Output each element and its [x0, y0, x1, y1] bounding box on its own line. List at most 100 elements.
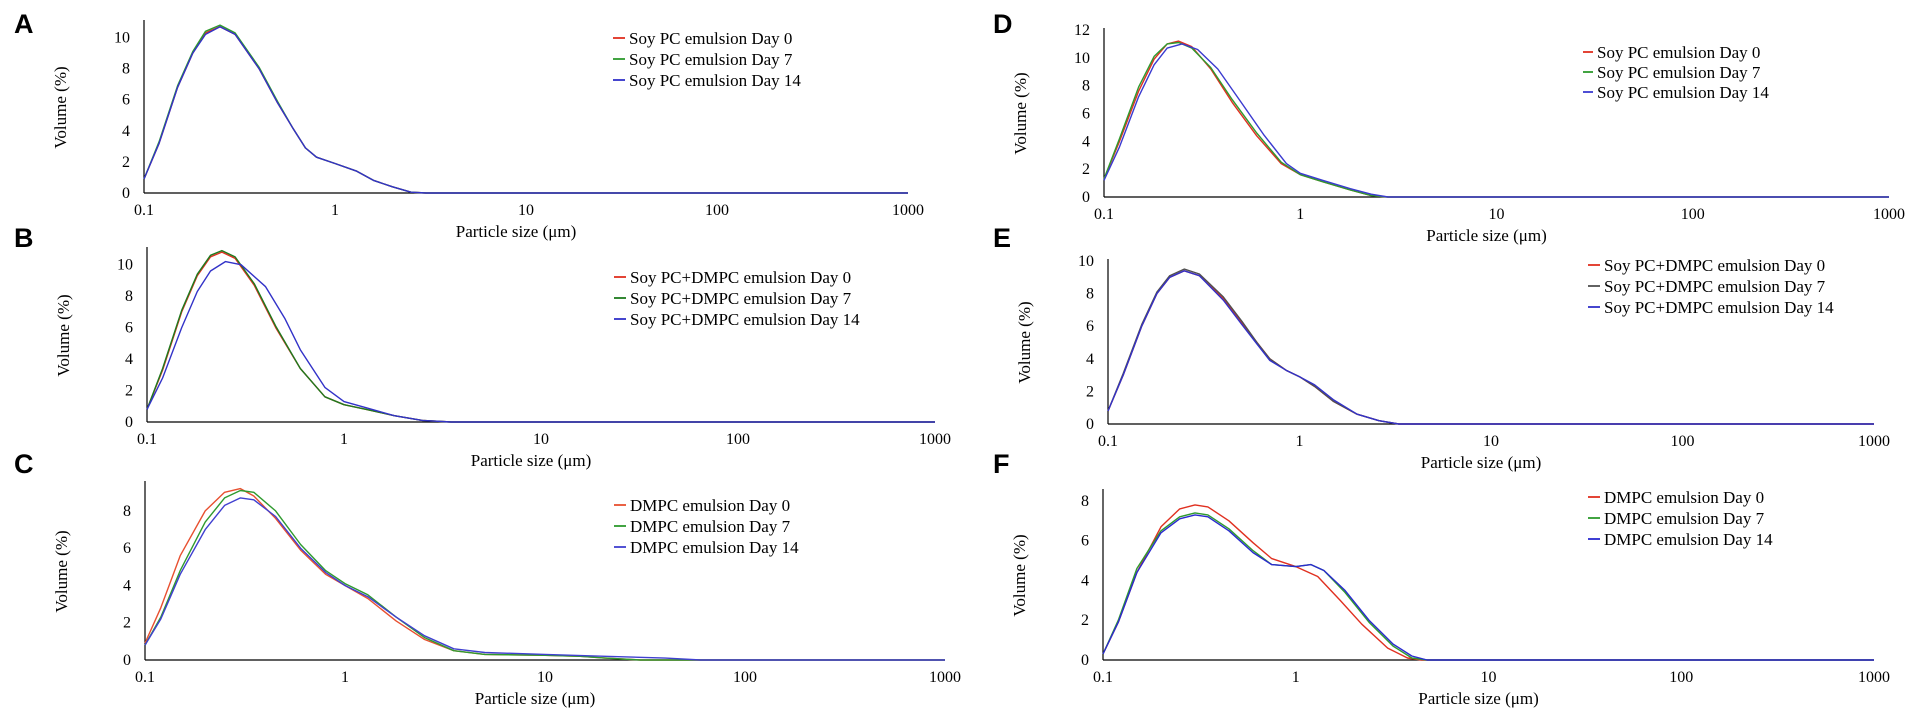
- series-line: [144, 497, 945, 661]
- legend-label: Soy PC+DMPC emulsion Day 14: [1604, 298, 1834, 317]
- x-tick-label: 10: [518, 202, 534, 219]
- chart-panel-b: B 0 2 4 6 8 10 0.1 1 10 100 1000 Particle size (μm) V…: [14, 223, 951, 470]
- y-tick-label: 12: [1074, 22, 1090, 39]
- y-tick-label: 10: [114, 30, 130, 47]
- x-tick-label: 10: [533, 431, 549, 448]
- y-axis-label: Volume (%): [1011, 72, 1030, 154]
- y-tick-label: 4: [1082, 133, 1090, 150]
- x-tick-label: 1: [1296, 433, 1304, 450]
- x-axis-label: Particle size (μm): [1426, 226, 1547, 245]
- y-tick-label: 6: [123, 540, 131, 557]
- y-tick-label: 0: [123, 652, 131, 669]
- y-tick-label: 0: [1081, 652, 1089, 669]
- x-tick-label: 0.1: [135, 669, 155, 686]
- legend-label: DMPC emulsion Day 14: [1604, 530, 1773, 549]
- legend-label: Soy PC emulsion Day 0: [629, 29, 792, 48]
- y-tick-label: 4: [1081, 572, 1089, 589]
- series-line: [144, 487, 945, 661]
- panel-letter: B: [14, 223, 34, 253]
- y-tick-label: 8: [125, 288, 133, 305]
- x-tick-label: 0.1: [134, 202, 154, 219]
- chart-panel-e: E 0 2 4 6 8 10 0.1 1 10 100 1000 Particle size (μm) V…: [993, 223, 1890, 472]
- y-tick-label: 2: [1082, 161, 1090, 178]
- y-tick-label: 10: [1078, 253, 1094, 270]
- x-tick-label: 1000: [929, 669, 961, 686]
- x-tick-label: 1000: [919, 431, 951, 448]
- y-tick-label: 8: [1082, 78, 1090, 95]
- x-axis-label: Particle size (μm): [471, 451, 592, 470]
- y-tick-label: 4: [1086, 351, 1094, 368]
- series-line: [1102, 504, 1874, 661]
- x-tick-label: 1000: [1858, 669, 1890, 686]
- x-tick-label: 100: [733, 669, 757, 686]
- series-line: [143, 26, 908, 194]
- series-line: [143, 26, 908, 194]
- panel-letter: D: [993, 9, 1013, 39]
- y-tick-label: 0: [125, 414, 133, 431]
- x-tick-label: 100: [1671, 433, 1695, 450]
- chart-panel-f: F 0 2 4 6 8 0.1 1 10 100 1000 Particle size (μm) Vol…: [993, 449, 1890, 708]
- x-tick-label: 0.1: [1098, 433, 1118, 450]
- legend-label: DMPC emulsion Day 14: [630, 538, 799, 557]
- legend: Soy PC emulsion Day 0 Soy PC emulsion Day…: [1583, 43, 1769, 102]
- legend-label: Soy PC emulsion Day 14: [1597, 83, 1769, 102]
- y-tick-label: 6: [122, 92, 130, 109]
- panel-letter: E: [993, 223, 1011, 253]
- x-tick-label: 1: [1296, 206, 1304, 223]
- y-tick-label: 0: [1086, 416, 1094, 433]
- x-tick-label: 100: [1681, 206, 1705, 223]
- legend: Soy PC+DMPC emulsion Day 0 Soy PC+DMPC em…: [614, 268, 860, 329]
- x-tick-label: 1: [340, 431, 348, 448]
- chart-panel-c: C 0 2 4 6 8 0.1 1 10 100 1000 Particle size (μm) Vol…: [14, 449, 961, 708]
- x-tick-label: 1000: [1858, 433, 1890, 450]
- y-tick-label: 8: [122, 61, 130, 78]
- x-tick-label: 10: [1489, 206, 1505, 223]
- y-tick-label: 4: [125, 351, 133, 368]
- x-axis-label: Particle size (μm): [1421, 453, 1542, 472]
- y-tick-label: 6: [1081, 533, 1089, 550]
- x-tick-label: 10: [1481, 669, 1497, 686]
- y-tick-label: 2: [125, 383, 133, 400]
- x-tick-label: 1: [1292, 669, 1300, 686]
- series-line: [146, 260, 935, 423]
- y-tick-label: 8: [1086, 286, 1094, 303]
- series-line: [1103, 40, 1889, 198]
- x-tick-label: 1: [331, 202, 339, 219]
- x-tick-label: 0.1: [1093, 669, 1113, 686]
- legend-label: Soy PC+DMPC emulsion Day 14: [630, 310, 860, 329]
- y-tick-label: 6: [125, 320, 133, 337]
- y-tick-label: 0: [122, 185, 130, 202]
- legend-label: Soy PC emulsion Day 0: [1597, 43, 1760, 62]
- x-tick-label: 1: [341, 669, 349, 686]
- legend: Soy PC+DMPC emulsion Day 0 Soy PC+DMPC em…: [1588, 256, 1834, 317]
- panel-letter: F: [993, 449, 1010, 479]
- y-tick-label: 2: [1086, 383, 1094, 400]
- x-tick-label: 0.1: [137, 431, 157, 448]
- y-axis-label: Volume (%): [1010, 534, 1029, 616]
- y-tick-label: 8: [123, 503, 131, 520]
- x-axis-label: Particle size (μm): [456, 222, 577, 241]
- chart-panel-a: A 0 2 4 6 8 10 0.1 1 10 100 1000 Particle size (μm) V…: [14, 9, 924, 241]
- legend-label: Soy PC+DMPC emulsion Day 0: [630, 268, 851, 287]
- legend-label: DMPC emulsion Day 0: [630, 496, 790, 515]
- legend-label: DMPC emulsion Day 7: [1604, 509, 1765, 528]
- legend-label: Soy PC emulsion Day 7: [629, 50, 793, 69]
- legend: DMPC emulsion Day 0 DMPC emulsion Day 7 DM…: [1588, 488, 1773, 549]
- y-tick-label: 2: [1081, 612, 1089, 629]
- y-tick-label: 10: [1074, 50, 1090, 67]
- legend-label: DMPC emulsion Day 7: [630, 517, 791, 536]
- x-tick-label: 1000: [1873, 206, 1905, 223]
- y-tick-label: 4: [122, 123, 130, 140]
- panel-letter: A: [14, 9, 34, 39]
- y-axis-label: Volume (%): [1015, 301, 1034, 383]
- y-tick-label: 0: [1082, 189, 1090, 206]
- x-axis-label: Particle size (μm): [475, 689, 596, 708]
- y-axis-label: Volume (%): [54, 294, 73, 376]
- y-tick-label: 2: [123, 615, 131, 632]
- y-tick-label: 10: [117, 257, 133, 274]
- y-axis-label: Volume (%): [52, 530, 71, 612]
- x-tick-label: 10: [537, 669, 553, 686]
- y-axis-label: Volume (%): [51, 66, 70, 148]
- x-tick-label: 0.1: [1094, 206, 1114, 223]
